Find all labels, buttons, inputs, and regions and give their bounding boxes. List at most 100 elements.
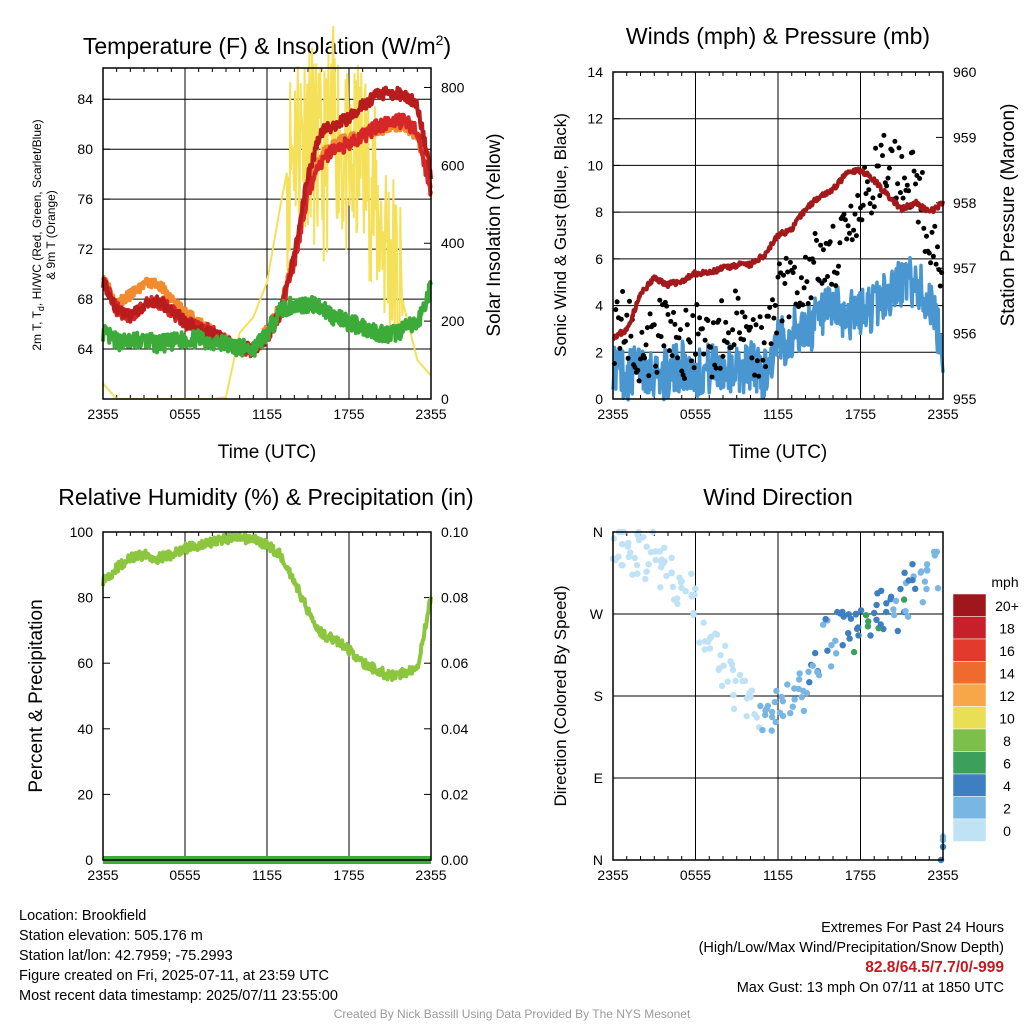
direction-point (923, 566, 931, 573)
gust-point (827, 239, 833, 245)
direction-point (757, 702, 764, 710)
direction-point (773, 687, 780, 695)
gust-point (620, 289, 626, 294)
gust-point (757, 314, 763, 320)
y-right-tick-label: 959 (953, 129, 977, 145)
y-tick-label: 64 (77, 341, 93, 357)
gust-point (753, 322, 759, 328)
gust-point (875, 163, 881, 169)
x-tick-label: 1155 (763, 406, 793, 422)
colorbar-label: 8 (1003, 733, 1011, 749)
gust-point (752, 372, 758, 378)
direction-point (657, 584, 664, 591)
gust-point (622, 338, 628, 344)
x-tick-label: 1155 (252, 406, 282, 422)
y-tick-label: 72 (77, 241, 93, 257)
direction-point (923, 585, 930, 593)
gust-point (690, 313, 696, 319)
gust-point (651, 322, 657, 328)
y-right-tick-label: 0.08 (441, 590, 468, 606)
direction-point (741, 677, 749, 685)
direction-point (629, 571, 636, 578)
gust-point (873, 145, 879, 151)
gust-point (897, 190, 903, 196)
gust-point (860, 202, 866, 208)
direction-point (805, 668, 812, 675)
direction-point (923, 561, 931, 568)
gust-point (668, 318, 674, 324)
y-tick-label: 6 (595, 251, 603, 267)
gust-point (683, 307, 689, 313)
x-tick-label: 0555 (169, 867, 200, 883)
direction-point (867, 632, 874, 639)
x-tick-label: 2355 (927, 406, 958, 422)
wind-plot-area: 2355 0555 1155 1755 235502468101214955956957… (587, 64, 976, 422)
direction-point (759, 726, 766, 734)
gust-point (771, 315, 777, 321)
direction-point (890, 606, 897, 613)
gust-point (684, 322, 690, 328)
gust-point (726, 330, 731, 336)
y-tick-label: N (593, 524, 603, 540)
direction-point (934, 585, 942, 592)
gust-point (767, 305, 773, 310)
x-tick-label: 1155 (763, 867, 793, 883)
gust-point (852, 211, 858, 217)
direction-point (827, 663, 835, 670)
gust-point (682, 376, 687, 381)
direction-point (690, 611, 697, 619)
y-tick-label: E (594, 770, 603, 786)
gust-point (910, 149, 916, 155)
direction-point (800, 687, 807, 694)
gust-point (695, 331, 701, 337)
gust-point (739, 309, 745, 315)
gust-point (848, 203, 854, 209)
direction-point (669, 583, 677, 591)
gust-point (869, 210, 874, 216)
gust-point (781, 272, 786, 278)
y-right-tick-label: 958 (953, 195, 977, 211)
gust-point (785, 269, 791, 275)
gust-point (750, 317, 756, 323)
direction-point (645, 561, 652, 568)
gust-point (900, 195, 906, 201)
y-right-tick-label: 0.06 (441, 655, 468, 671)
gust-point (672, 321, 678, 327)
gust-point (825, 274, 830, 279)
gust-point (625, 355, 631, 361)
direction-point (784, 681, 791, 688)
direction-point (633, 562, 641, 569)
gust-point (844, 236, 850, 242)
colorbar-swatch (952, 593, 987, 617)
direction-point (663, 572, 670, 580)
gust-point (926, 250, 932, 256)
direction-point (857, 607, 865, 614)
direction-point (772, 718, 779, 726)
gust-point (804, 279, 810, 285)
x-tick-label: 1755 (845, 867, 876, 883)
gust-point (871, 204, 877, 210)
gust-point (885, 175, 891, 181)
gust-point (878, 142, 884, 148)
gust-point (834, 270, 840, 276)
x-tick-label: 1755 (333, 406, 364, 422)
gust-point (803, 254, 808, 260)
gust-point (697, 315, 703, 321)
gust-point (801, 285, 807, 291)
gust-point (786, 314, 792, 320)
gust-point (902, 175, 907, 181)
gust-point (759, 325, 764, 330)
gust-point (836, 263, 841, 269)
y-tick-label: 76 (77, 191, 93, 207)
gust-point (705, 318, 711, 323)
gust-point (671, 310, 676, 315)
direction-point (887, 596, 894, 603)
gust-point (647, 311, 653, 317)
direction-point (730, 705, 738, 712)
x-tick-label: 2355 (87, 867, 118, 883)
gust-point (761, 340, 767, 346)
direction-point (688, 570, 695, 577)
y-tick-label: 40 (77, 721, 93, 737)
extremes-info: Extremes For Past 24 Hours (High/Low/Max… (699, 918, 1004, 998)
gust-point (782, 281, 788, 286)
